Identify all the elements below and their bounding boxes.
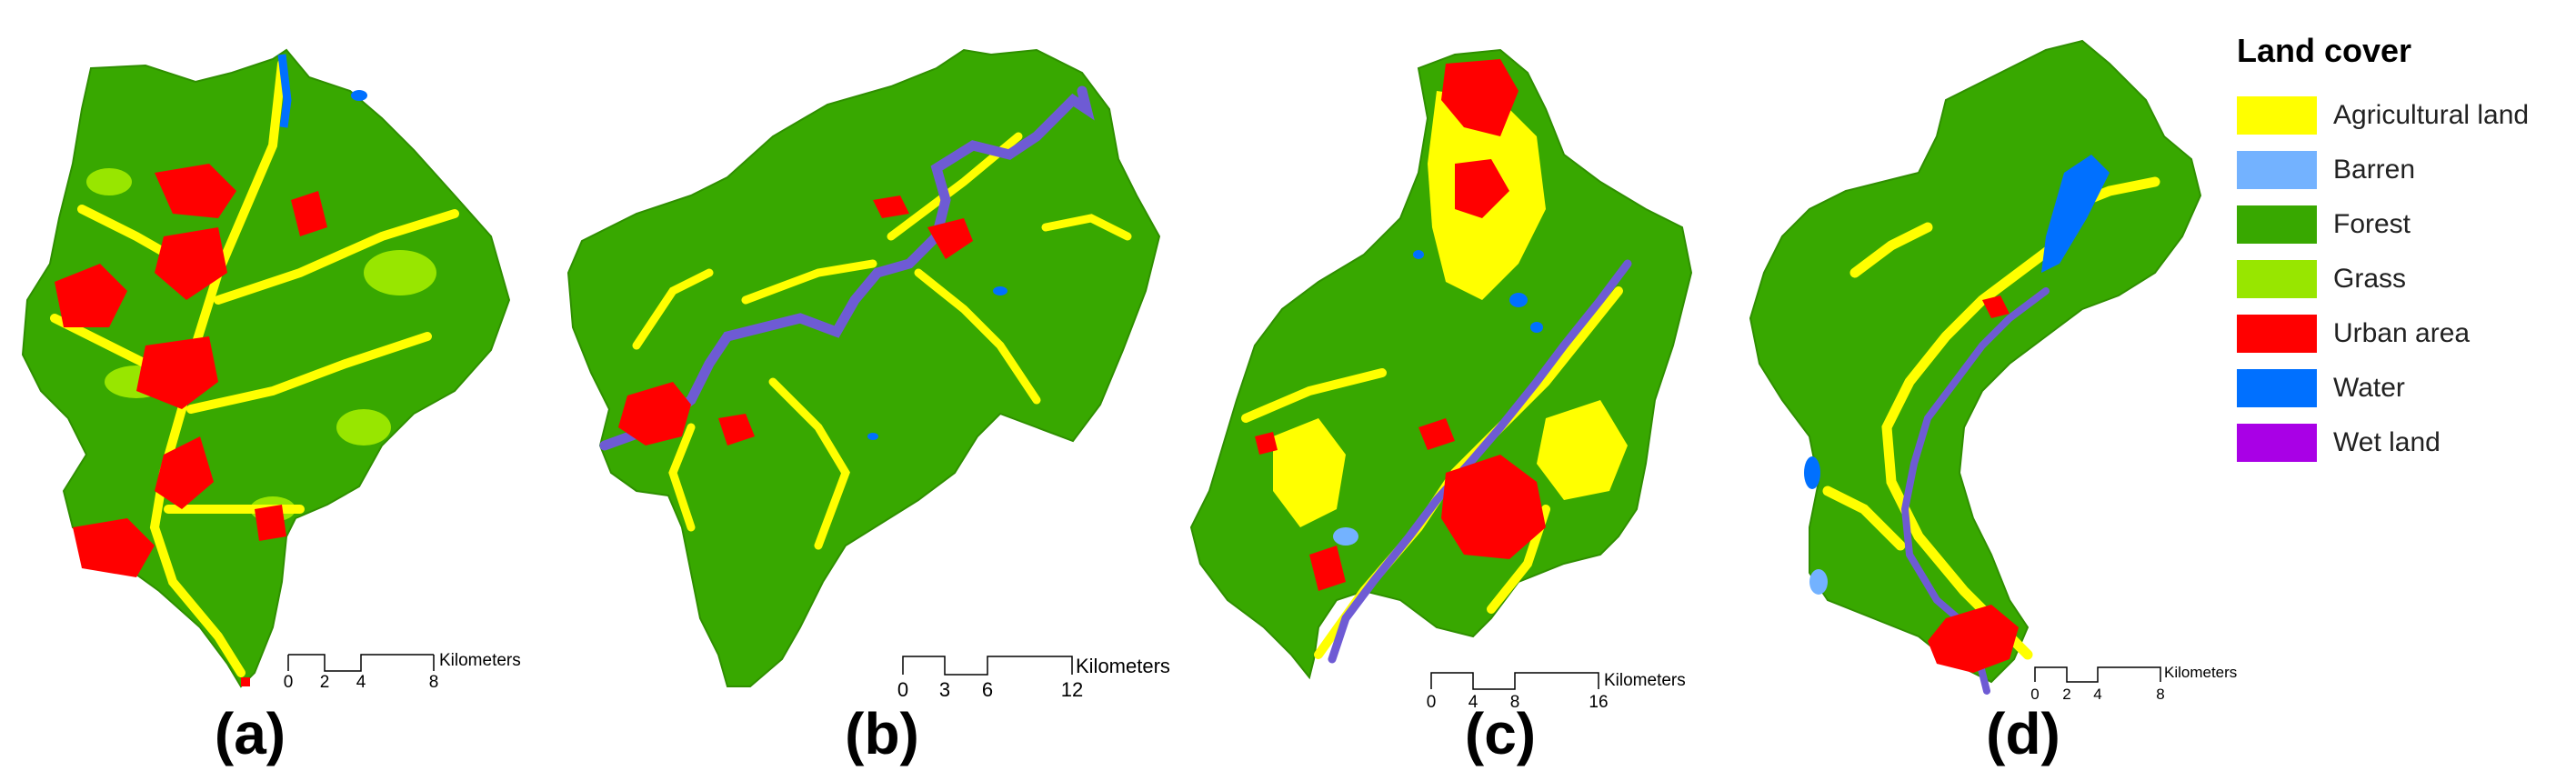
scalebar-b-graphic: [902, 656, 1073, 676]
scalebar-d-tick-2: 4: [2093, 686, 2102, 703]
watershed-b-boundary: [566, 48, 1161, 687]
panel-label-d: (d): [1986, 701, 2060, 766]
scalebar-d-tick-0: 0: [2030, 686, 2040, 703]
legend-swatch-grass: [2237, 260, 2317, 298]
land-cover-legend: Land cover Agricultural land Barren Fore…: [2237, 32, 2573, 470]
main-river-b: [599, 85, 1095, 451]
legend-title: Land cover: [2237, 32, 2412, 69]
legend-item-water: Water: [2237, 361, 2573, 416]
legend-swatch-water: [2237, 369, 2317, 407]
legend-label-wetland: Wet land: [2333, 427, 2441, 457]
scalebar-d-tick-3: 8: [2156, 686, 2165, 703]
legend-item-forest: Forest: [2237, 197, 2573, 252]
legend-item-wetland: Wet land: [2237, 416, 2573, 470]
scalebar-a: 0 2 4 8 Kilometers: [284, 651, 579, 692]
scalebar-c: 0 4 8 16 Kilometers: [1427, 671, 1704, 712]
watershed-a-boundary: [21, 48, 511, 688]
scalebar-c-graphic: [1430, 672, 1599, 690]
legend-swatch-urban: [2237, 315, 2317, 353]
scalebar-b-unit: Kilometers: [1076, 655, 1170, 677]
legend-item-barren: Barren: [2237, 143, 2573, 197]
scalebar-c-tick-1: 4: [1468, 693, 1478, 712]
legend-label-forest: Forest: [2333, 209, 2411, 239]
scalebar-b-tick-2: 6: [981, 678, 994, 701]
legend-label-agricultural: Agricultural land: [2333, 100, 2530, 130]
scalebar-c-tick-2: 8: [1509, 693, 1520, 712]
scalebar-b-tick-0: 0: [897, 678, 909, 701]
legend-swatch-agricultural: [2237, 96, 2317, 135]
scalebar-d-graphic: [2034, 666, 2161, 683]
watershed-map-b: [566, 48, 1161, 687]
panel-label-b: (b): [845, 701, 919, 766]
scalebar-b-tick-3: 12: [1060, 678, 1084, 701]
scalebar-d-unit: Kilometers: [2164, 664, 2238, 681]
legend-label-barren: Barren: [2333, 155, 2416, 185]
scalebar-a-unit: Kilometers: [439, 651, 521, 670]
scalebar-a-tick-1: 2: [319, 673, 330, 692]
scalebar-d: 0 2 4 8 Kilometers: [2030, 664, 2308, 704]
watershed-c-boundary: [1189, 48, 1693, 680]
panel-label-a: (a): [214, 701, 286, 766]
legend-label-water: Water: [2333, 373, 2405, 403]
scalebar-a-tick-0: 0: [283, 673, 294, 692]
scalebar-c-tick-3: 16: [1589, 693, 1609, 712]
watershed-map-c: [1189, 48, 1693, 680]
legend-item-urban: Urban area: [2237, 306, 2573, 361]
watershed-map-d: [1749, 39, 2202, 695]
legend-label-urban: Urban area: [2333, 318, 2471, 348]
scalebar-c-tick-0: 0: [1426, 693, 1437, 712]
scalebar-c-unit: Kilometers: [1604, 671, 1686, 690]
scalebar-b: 0 3 6 12 Kilometers: [897, 655, 1212, 702]
scalebar-a-tick-3: 8: [428, 673, 439, 692]
scalebar-d-tick-1: 2: [2062, 686, 2071, 703]
legend-swatch-forest: [2237, 205, 2317, 244]
scalebar-a-tick-2: 4: [356, 673, 366, 692]
legend-item-grass: Grass: [2237, 252, 2573, 306]
legend-label-grass: Grass: [2333, 264, 2407, 294]
watershed-map-a: [21, 48, 511, 688]
scalebar-a-graphic: [287, 654, 435, 672]
scalebar-b-tick-1: 3: [938, 678, 951, 701]
main-river-c: [1328, 259, 1632, 664]
legend-swatch-wetland: [2237, 424, 2317, 462]
legend-swatch-barren: [2237, 151, 2317, 189]
panel-label-c: (c): [1464, 701, 1537, 766]
legend-item-agricultural: Agricultural land: [2237, 88, 2573, 143]
